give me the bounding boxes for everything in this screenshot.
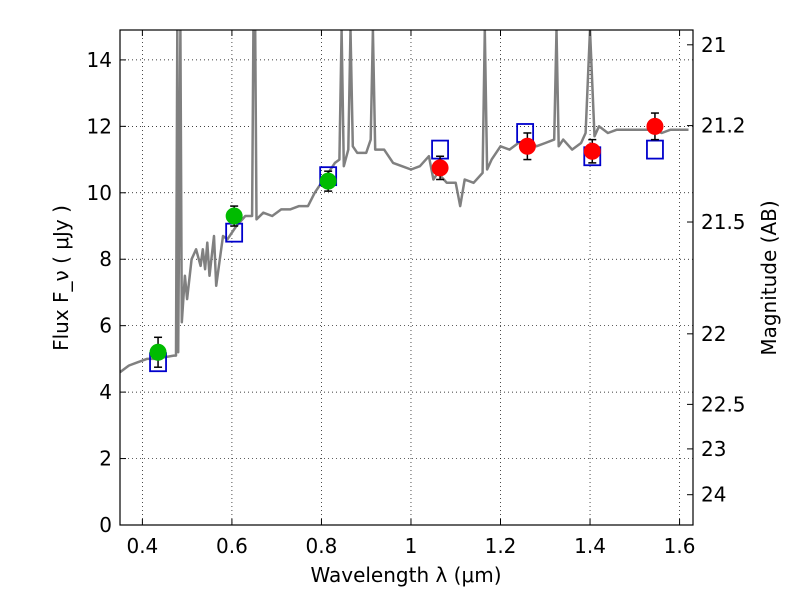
x-axis-label: Wavelength λ (μm) [310,563,501,587]
green-data-point [225,207,243,225]
y-axis-label: Flux F_ν ( μJy ) [49,205,73,351]
spectrum-line [120,30,689,374]
x-tick-label: 0.4 [126,534,158,558]
x-tick-label: 1.4 [574,534,606,558]
mag-tick-label: 22.5 [701,392,746,416]
y-tick-label: 6 [99,314,112,338]
mag-tick-label: 22 [701,322,726,346]
mag-tick-label: 21.5 [701,210,746,234]
y-tick-label: 14 [87,48,112,72]
x-tick-label: 1.2 [485,534,517,558]
plot-frame [119,29,694,526]
y-tick-label: 10 [87,181,112,205]
axis-ticks: 0.4 0.6 0.8 1 1.2 1.4 1.6024681012142121.221.5… [87,30,746,558]
y-tick-label: 0 [99,513,112,537]
y-tick-label: 2 [99,447,112,471]
green-data-point [149,343,167,361]
red-data-point [518,137,536,155]
y2-axis-label: Magnitude (AB) [757,200,781,355]
x-tick-label: 1.6 [664,534,696,558]
mag-tick-label: 21.2 [701,114,746,138]
x-tick-label: 1 [405,534,418,558]
y-tick-label: 12 [87,114,112,138]
model-box-point [646,139,664,160]
green-data-point [319,172,337,190]
data-layer [120,30,689,374]
x-tick-label: 0.6 [216,534,248,558]
grid-lines [120,30,693,526]
y-tick-label: 4 [99,380,112,404]
red-data-point [583,142,601,160]
x-tick-label: 0.8 [306,534,338,558]
red-data-point [646,117,664,135]
y-tick-label: 8 [99,247,112,271]
red-data-point [431,159,449,177]
mag-tick-label: 23 [701,437,726,461]
plot-background [120,30,693,525]
mag-tick-label: 24 [701,483,726,507]
mag-tick-label: 21 [701,33,726,57]
